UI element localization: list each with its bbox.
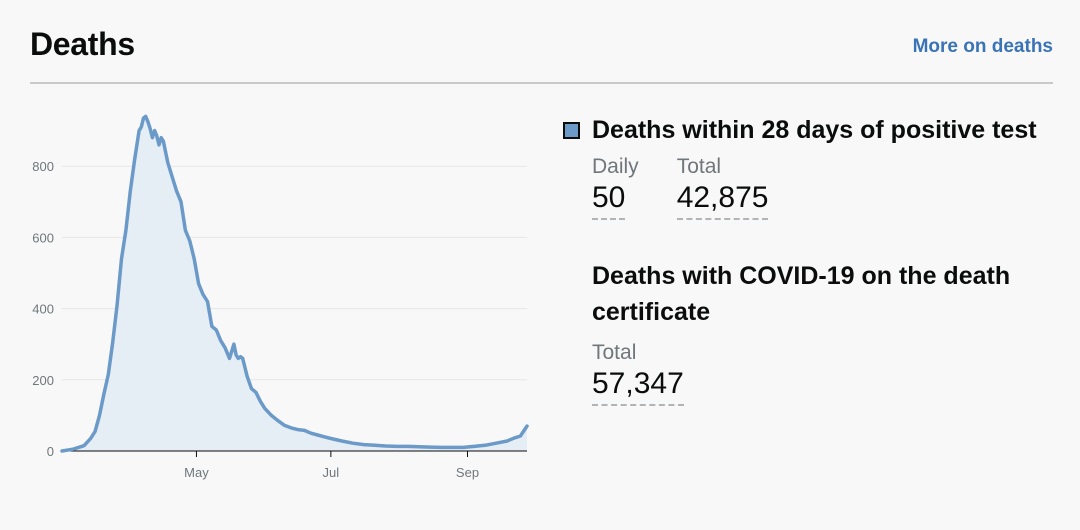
more-on-deaths-link[interactable]: More on deaths (912, 36, 1053, 57)
total-value[interactable]: 57,347 (592, 366, 684, 406)
total-label: Total (592, 341, 637, 364)
header-divider (30, 82, 1053, 84)
metric-values: Total 57,347 (592, 340, 1063, 406)
series-line (60, 114, 529, 453)
metric-title: Deaths within 28 days of positive test (592, 116, 1037, 144)
daily-value[interactable]: 50 (592, 180, 626, 220)
metric-deaths-28-days: Deaths within 28 days of positive test D… (563, 112, 1063, 220)
total-value-group: Total 57,347 (592, 340, 684, 406)
daily-label: Daily (592, 155, 639, 178)
y-tick-label: 800 (32, 159, 54, 174)
metric-header: Deaths within 28 days of positive test (563, 112, 1063, 148)
x-tick-label: May (184, 465, 209, 480)
metric-title: Deaths with COVID-19 on the death certif… (592, 262, 1011, 326)
daily-value-group: Daily 50 (592, 154, 639, 220)
deaths-area-chart: 0 200 400 600 800 May Jul Sep (32, 114, 529, 480)
metrics-panel: Deaths within 28 days of positive test D… (563, 112, 1063, 406)
y-tick-label: 0 (47, 444, 54, 459)
x-tick-label: Sep (456, 465, 479, 480)
metric-death-certificate: Deaths with COVID-19 on the death certif… (592, 258, 1063, 406)
y-tick-label: 200 (32, 373, 54, 388)
legend-swatch (563, 121, 580, 139)
metric-values: Daily 50 Total 42,875 (592, 154, 1063, 220)
y-tick-label: 600 (32, 230, 54, 245)
x-tick-label: Jul (323, 465, 340, 480)
series-area (62, 116, 527, 452)
total-label: Total (676, 155, 722, 178)
y-tick-label: 400 (32, 302, 54, 317)
total-value[interactable]: 42,875 (676, 180, 769, 220)
card-title: Deaths (30, 26, 135, 62)
total-value-group: Total 42,875 (676, 154, 769, 220)
